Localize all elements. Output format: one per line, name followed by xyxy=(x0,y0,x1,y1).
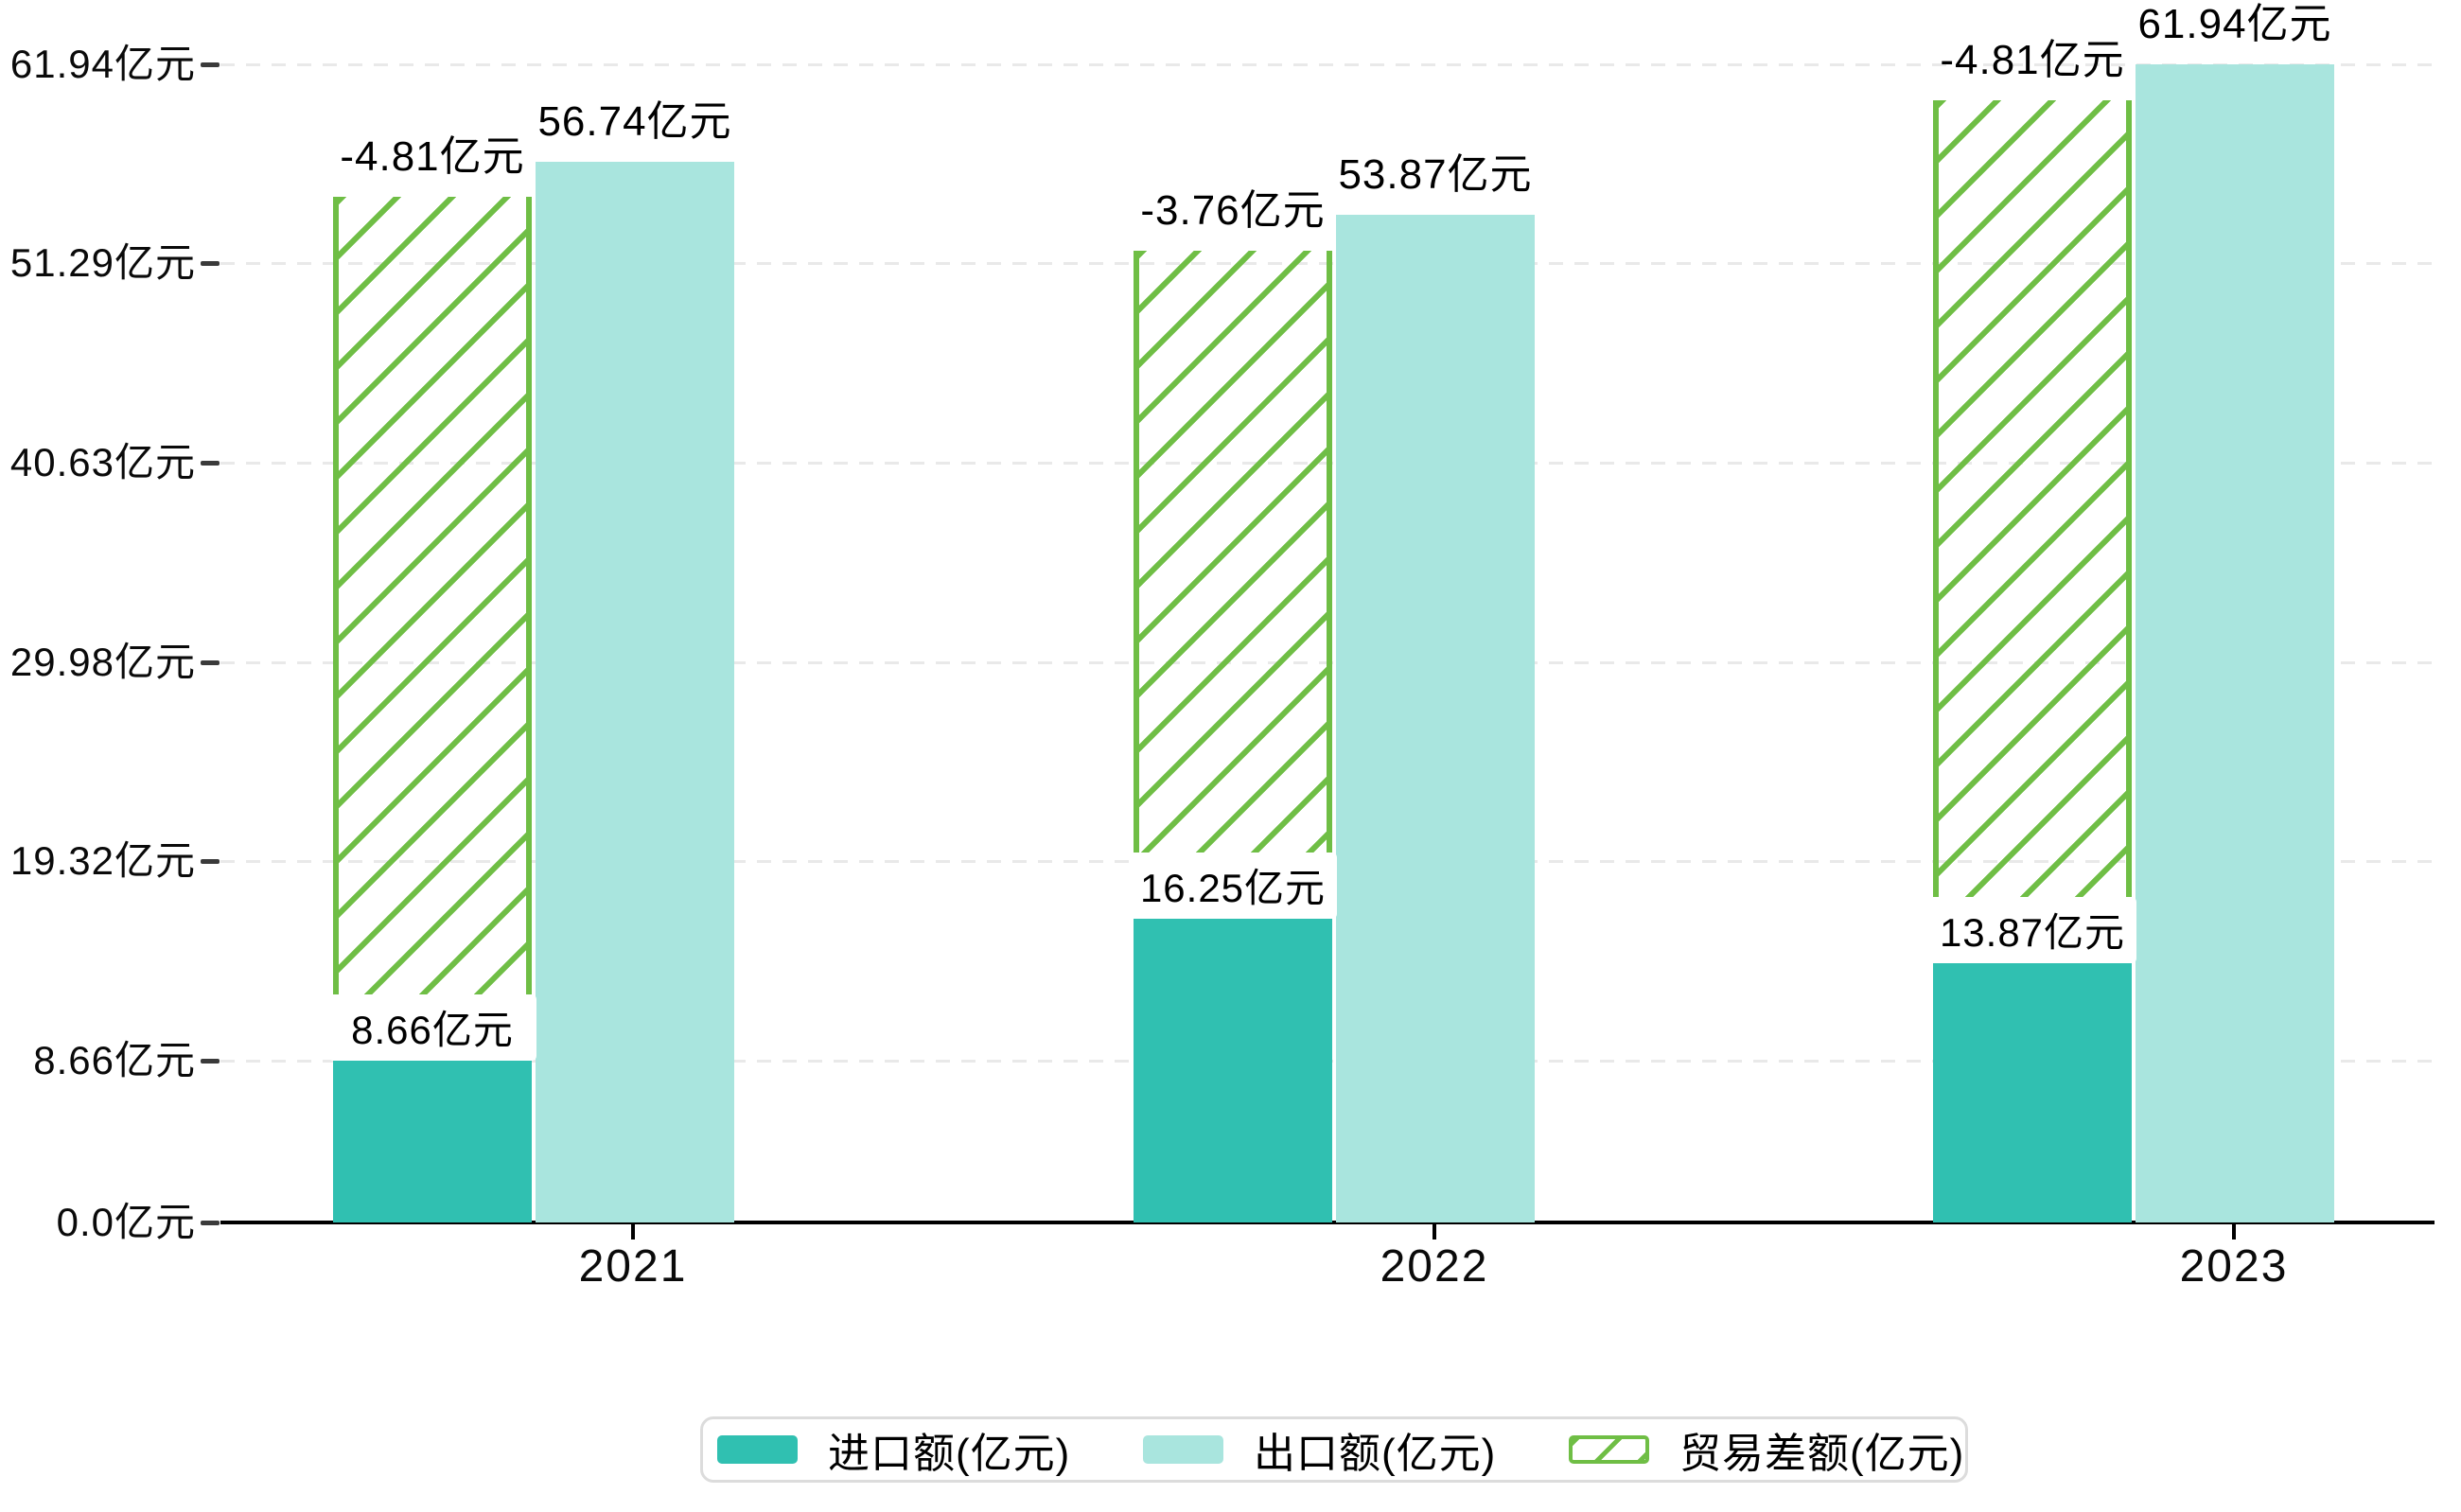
balance-value-label: -3.76亿元 xyxy=(1140,187,1326,235)
legend-label-balance: 贸易差额(亿元) xyxy=(1679,1431,1965,1477)
balance-hatched-bar[interactable] xyxy=(333,197,532,1061)
y-axis-tick-label: 8.66亿元 xyxy=(33,1037,196,1082)
y-axis-tick-mark xyxy=(201,62,220,67)
export-bar[interactable] xyxy=(2136,64,2334,1222)
export-value-label: 61.94亿元 xyxy=(2137,1,2332,47)
legend-item-import[interactable]: 进口额(亿元) xyxy=(717,1419,1070,1480)
legend: 进口额(亿元) 出口额(亿元) 贸易差额(亿元) xyxy=(700,1416,1968,1483)
legend-item-export[interactable]: 出口额(亿元) xyxy=(1143,1419,1496,1480)
y-axis-tick-label: 51.29亿元 xyxy=(9,240,196,286)
y-axis-tick-label: 61.94亿元 xyxy=(9,42,196,86)
balance-hatched-bar[interactable] xyxy=(1933,99,2132,963)
y-axis-tick-label: 19.32亿元 xyxy=(9,838,196,884)
y-axis-tick-label: 40.63亿元 xyxy=(9,440,196,485)
legend-item-balance[interactable]: 贸易差额(亿元) xyxy=(1569,1419,1964,1480)
y-axis-tick-mark xyxy=(201,261,220,267)
x-axis-tick-mark xyxy=(1433,1222,1436,1239)
export-bar[interactable] xyxy=(536,161,734,1222)
balance-value-label: -4.81亿元 xyxy=(340,133,525,181)
import-value-label: 13.87亿元 xyxy=(1928,896,2136,963)
y-axis-tick-mark xyxy=(201,659,220,665)
y-axis-tick-mark xyxy=(201,1058,220,1064)
export-value-label: 56.74亿元 xyxy=(537,97,732,145)
balance-hatched-bar[interactable] xyxy=(1134,251,1332,919)
x-axis-category-label: 2022 xyxy=(1380,1241,1489,1292)
y-gridline xyxy=(220,63,2435,66)
y-axis-tick-mark xyxy=(201,1221,220,1225)
legend-label-import: 进口额(亿元) xyxy=(828,1431,1071,1477)
export-bar[interactable] xyxy=(1336,215,1535,1222)
import-bar[interactable] xyxy=(333,1060,532,1222)
import-bar[interactable] xyxy=(1134,918,1332,1222)
export-swatch xyxy=(1143,1435,1223,1464)
import-bar[interactable] xyxy=(1933,962,2132,1222)
x-axis-category-label: 2021 xyxy=(578,1241,688,1292)
y-axis-tick-label: 29.98亿元 xyxy=(9,639,196,684)
y-axis-tick-mark xyxy=(201,461,220,466)
x-axis-tick-mark xyxy=(631,1222,635,1239)
x-axis-tick-mark xyxy=(2232,1222,2236,1239)
export-value-label: 53.87亿元 xyxy=(1338,151,1533,199)
x-axis-line xyxy=(220,1221,2435,1224)
import-value-label: 8.66亿元 xyxy=(328,993,536,1061)
balance-value-label: -4.81亿元 xyxy=(1940,36,2125,83)
x-axis-category-label: 2023 xyxy=(2179,1241,2289,1292)
legend-label-export: 出口额(亿元) xyxy=(1254,1431,1497,1477)
import-swatch xyxy=(717,1435,798,1464)
y-axis-tick-mark xyxy=(201,859,220,865)
import-value-label: 16.25亿元 xyxy=(1129,852,1337,919)
balance-hatch-swatch xyxy=(1569,1435,1649,1464)
y-axis-tick-label: 0.0亿元 xyxy=(56,1200,196,1244)
